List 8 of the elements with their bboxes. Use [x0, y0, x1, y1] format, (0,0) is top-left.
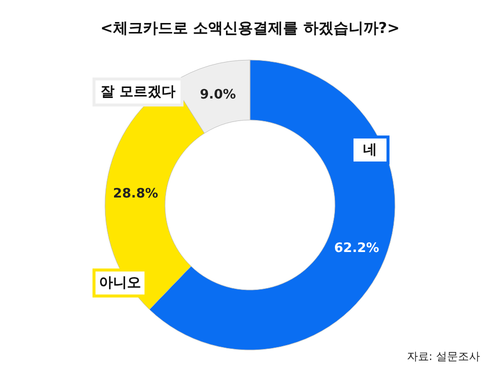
- slice-label: 네: [363, 142, 377, 158]
- slice-label: 잘 모르겠다: [100, 84, 176, 100]
- data-label: 9.0%: [200, 88, 236, 103]
- slice-label: 아니오: [99, 275, 141, 291]
- text: 자료: 설문조사: [406, 350, 480, 363]
- data-label: 28.8%: [113, 186, 158, 202]
- data-label: 62.2%: [334, 241, 380, 256]
- chart-title: <체크카드로 소액신용결제를 하겠습니까?>: [100, 19, 400, 37]
